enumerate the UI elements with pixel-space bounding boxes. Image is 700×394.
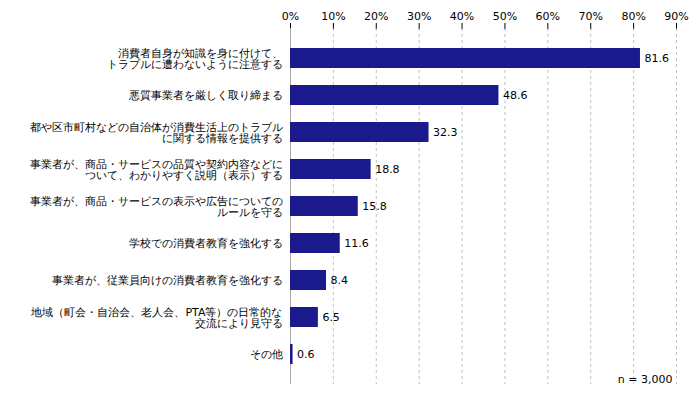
svg-text:48.6: 48.6 [503, 89, 528, 102]
svg-text:10%: 10% [321, 10, 345, 23]
svg-text:50%: 50% [493, 10, 517, 23]
svg-text:事業者が、商品・サービスの品質や契約内容などについて、わかり: 事業者が、商品・サービスの品質や契約内容などについて、わかりやすく説明（表示）す… [30, 158, 283, 182]
svg-text:40%: 40% [450, 10, 474, 23]
svg-text:81.6: 81.6 [644, 52, 669, 65]
svg-text:90%: 90% [664, 10, 688, 23]
svg-text:32.3: 32.3 [433, 126, 458, 139]
svg-text:80%: 80% [621, 10, 645, 23]
svg-text:6.5: 6.5 [322, 311, 340, 324]
svg-text:0.6: 0.6 [297, 348, 315, 361]
svg-text:8.4: 8.4 [331, 274, 349, 287]
svg-text:事業者が、従業員向けの消費者教育を強化する: 事業者が、従業員向けの消費者教育を強化する [52, 274, 283, 287]
svg-text:18.8: 18.8 [375, 163, 400, 176]
svg-text:その他: その他 [250, 348, 283, 361]
svg-text:15.8: 15.8 [362, 200, 387, 213]
svg-text:70%: 70% [578, 10, 602, 23]
svg-text:0%: 0% [282, 10, 299, 23]
svg-text:30%: 30% [407, 10, 431, 23]
svg-text:60%: 60% [536, 10, 560, 23]
svg-text:事業者が、商品・サービスの表示や広告についてのルールを守る: 事業者が、商品・サービスの表示や広告についてのルールを守る [30, 195, 283, 219]
svg-text:地域（町会・自治会、老人会、PTA等）の日常的な交流により見: 地域（町会・自治会、老人会、PTA等）の日常的な交流により見守る [30, 306, 282, 330]
svg-text:消費者自身が知識を身に付けて、トラブルに遭わないように注意す: 消費者自身が知識を身に付けて、トラブルに遭わないように注意する [107, 47, 283, 71]
svg-text:20%: 20% [364, 10, 388, 23]
svg-text:悪質事業者を厳しく取り締まる: 悪質事業者を厳しく取り締まる [128, 89, 283, 102]
svg-text:都や区市町村などの自治体が消費生活上のトラブルに関する情報を: 都や区市町村などの自治体が消費生活上のトラブルに関する情報を提供する [30, 121, 283, 145]
svg-text:11.6: 11.6 [344, 237, 369, 250]
svg-text:n = 3,000: n = 3,000 [618, 373, 673, 386]
svg-text:学校での消費者教育を強化する: 学校での消費者教育を強化する [129, 237, 283, 250]
